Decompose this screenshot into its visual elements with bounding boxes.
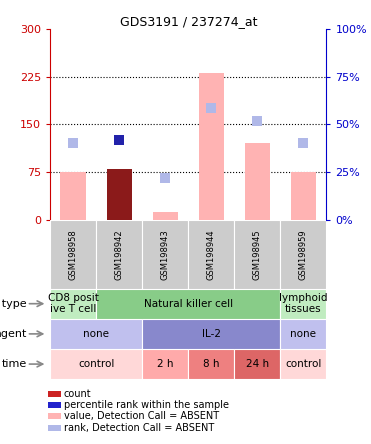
Bar	[50, 220, 96, 289]
Text: control: control	[78, 359, 114, 369]
Point	[116, 137, 122, 144]
Text: cell type: cell type	[0, 299, 27, 309]
Point	[162, 175, 168, 182]
Bar	[142, 349, 188, 379]
Point	[255, 118, 260, 125]
Bar	[142, 220, 188, 289]
Title: GDS3191 / 237274_at: GDS3191 / 237274_at	[119, 15, 257, 28]
Text: percentile rank within the sample: percentile rank within the sample	[64, 400, 229, 410]
Bar	[280, 319, 326, 349]
Bar	[280, 289, 326, 319]
Text: none: none	[83, 329, 109, 339]
Bar	[152, 212, 178, 220]
Text: 2 h: 2 h	[157, 359, 174, 369]
Text: GSM198959: GSM198959	[299, 229, 308, 280]
Text: IL-2: IL-2	[202, 329, 221, 339]
Bar	[234, 220, 280, 289]
Text: 24 h: 24 h	[246, 359, 269, 369]
Point	[301, 140, 306, 147]
Bar	[106, 169, 132, 220]
Text: GSM198958: GSM198958	[69, 229, 78, 280]
Text: agent: agent	[0, 329, 27, 339]
Bar	[245, 143, 270, 220]
Bar	[48, 424, 61, 431]
Text: lymphoid
tissues: lymphoid tissues	[279, 293, 328, 314]
Text: CD8 posit
ive T cell: CD8 posit ive T cell	[48, 293, 99, 314]
Bar	[96, 289, 280, 319]
Bar	[280, 220, 326, 289]
Text: time: time	[2, 359, 27, 369]
Text: GSM198942: GSM198942	[115, 229, 124, 280]
Bar	[48, 391, 61, 397]
Text: count: count	[64, 388, 92, 399]
Text: control: control	[285, 359, 322, 369]
Bar	[234, 349, 280, 379]
Bar	[96, 220, 142, 289]
Bar	[291, 172, 316, 220]
Text: GSM198945: GSM198945	[253, 229, 262, 280]
Text: 8 h: 8 h	[203, 359, 220, 369]
Text: rank, Detection Call = ABSENT: rank, Detection Call = ABSENT	[64, 423, 214, 433]
Bar	[188, 349, 234, 379]
Point	[209, 105, 214, 112]
Bar	[142, 319, 280, 349]
Bar	[50, 319, 142, 349]
Bar	[198, 73, 224, 220]
Bar	[50, 289, 96, 319]
Bar	[48, 402, 61, 408]
Bar	[48, 413, 61, 420]
Bar	[60, 172, 86, 220]
Text: value, Detection Call = ABSENT: value, Detection Call = ABSENT	[64, 411, 219, 421]
Text: GSM198943: GSM198943	[161, 229, 170, 280]
Text: none: none	[290, 329, 316, 339]
Bar	[280, 349, 326, 379]
Text: GSM198944: GSM198944	[207, 229, 216, 280]
Bar	[188, 220, 234, 289]
Bar	[50, 349, 142, 379]
Point	[70, 140, 76, 147]
Text: Natural killer cell: Natural killer cell	[144, 299, 233, 309]
